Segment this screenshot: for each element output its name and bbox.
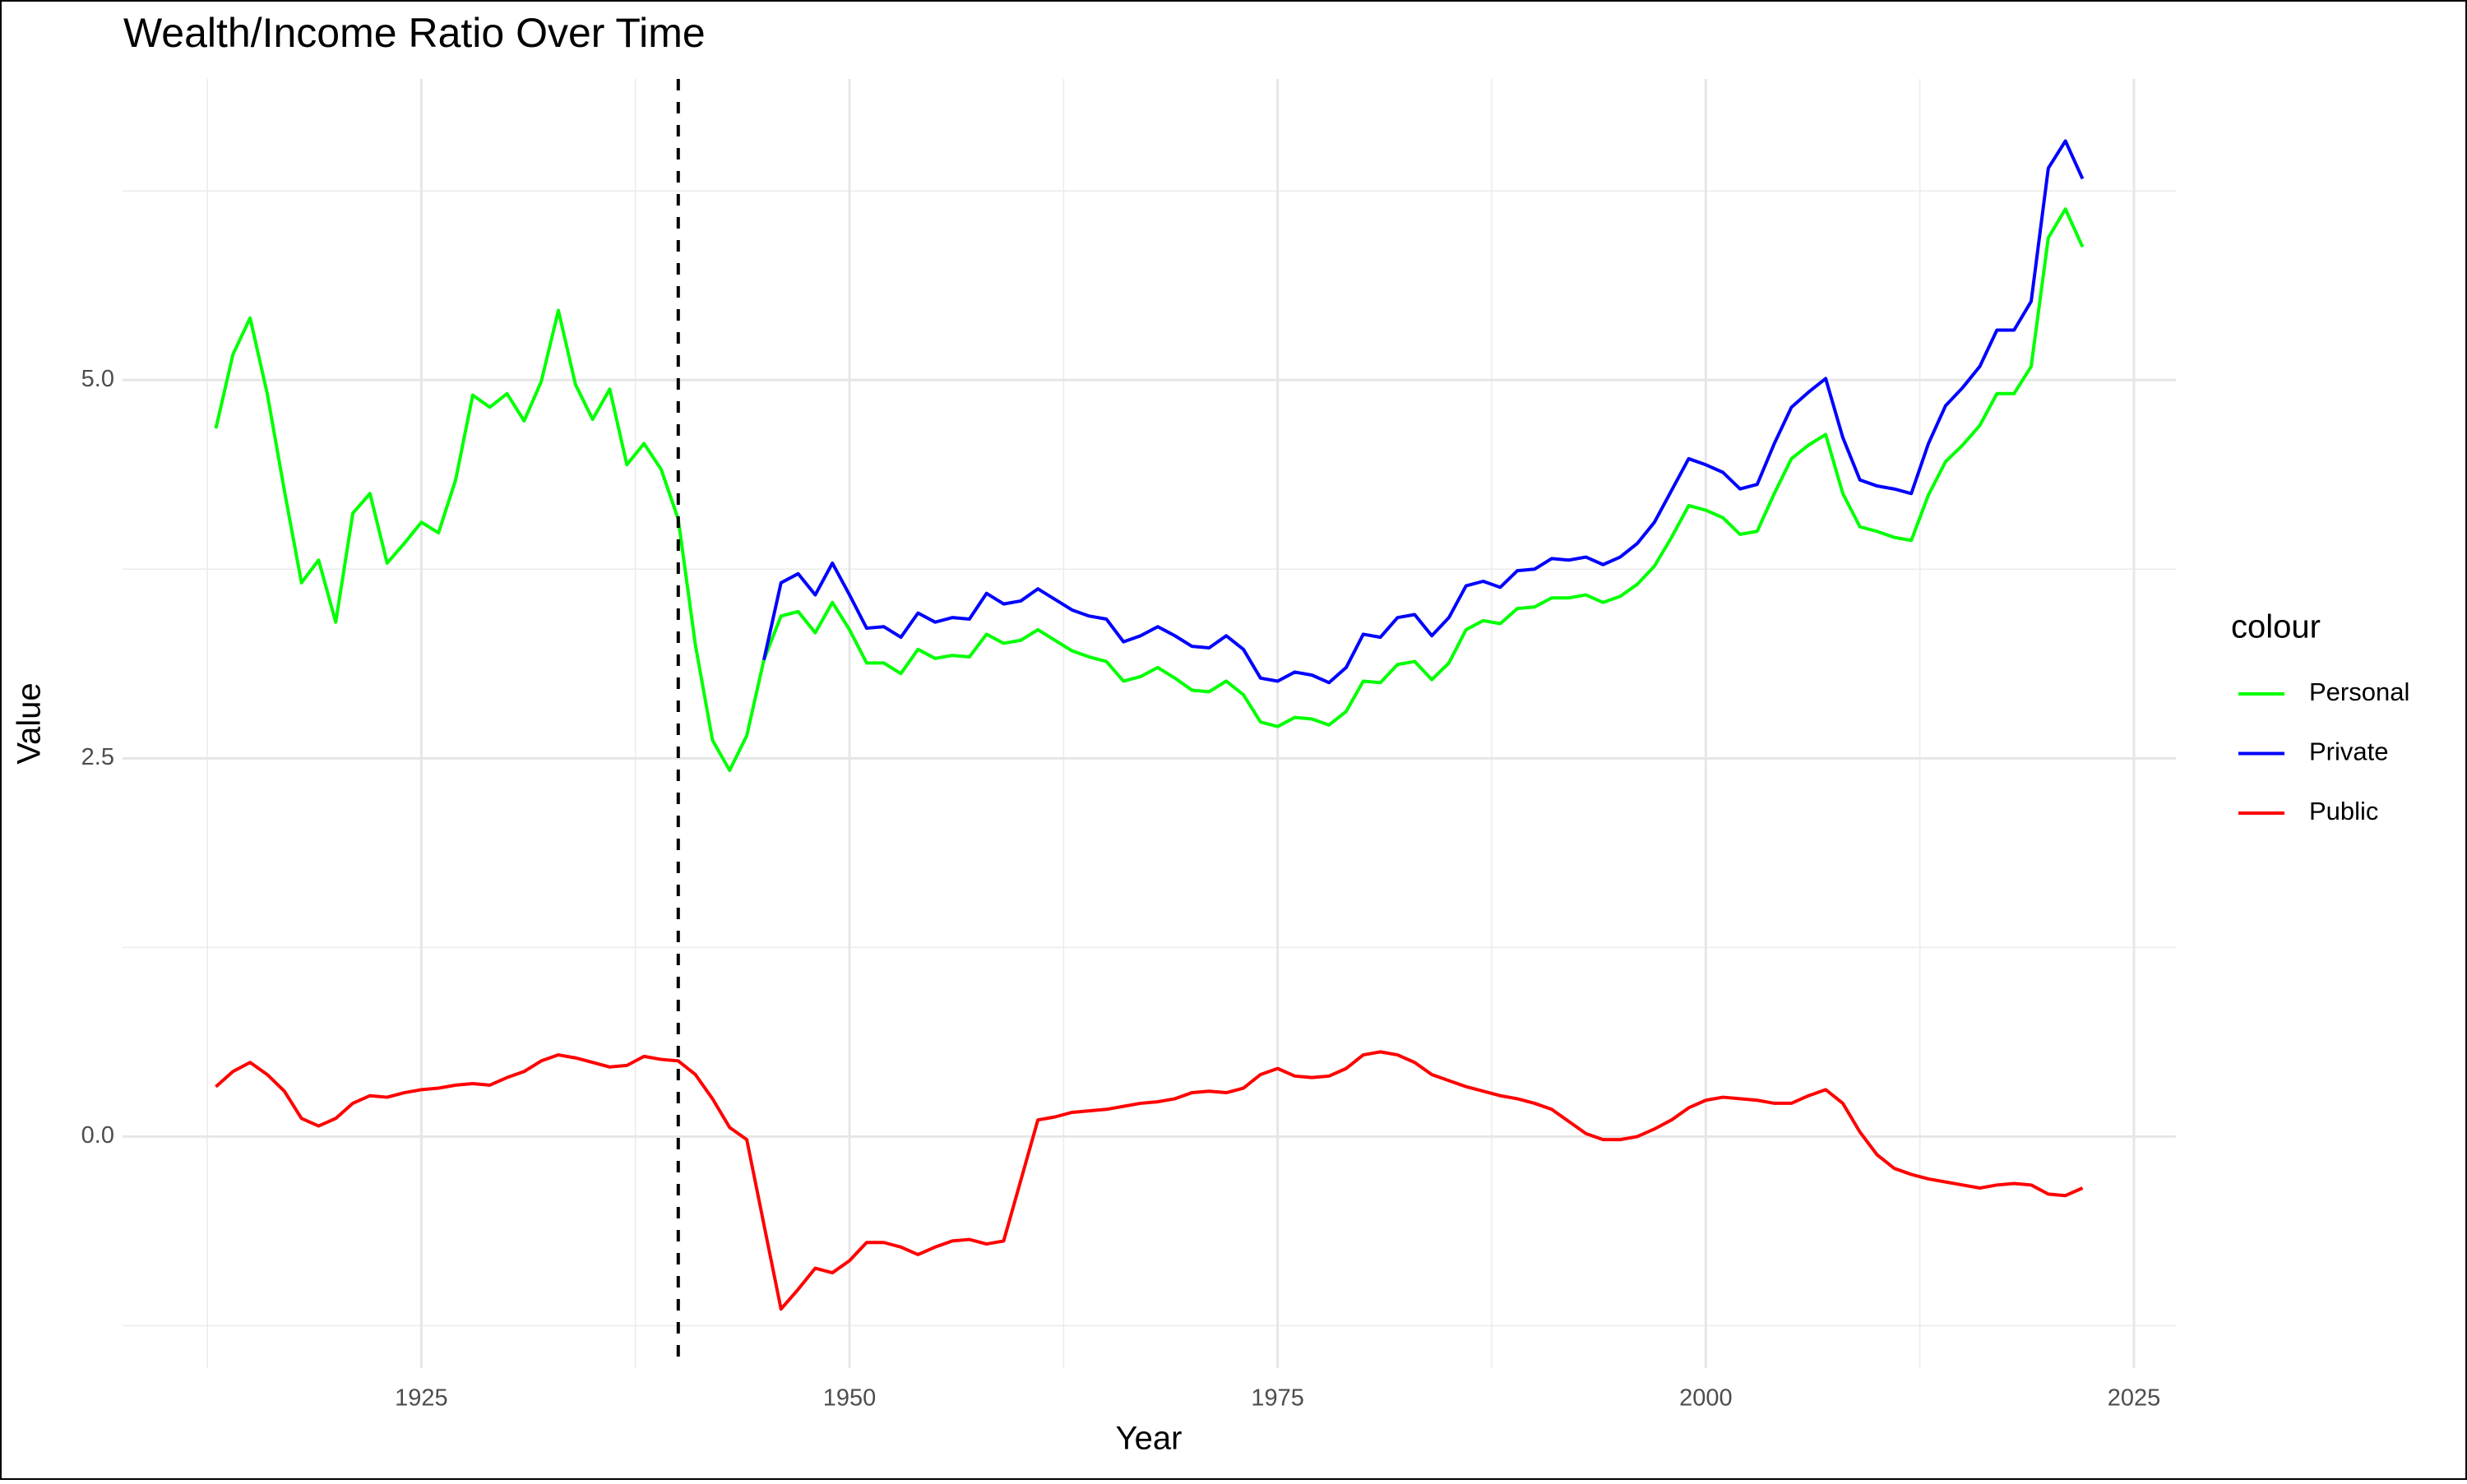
legend-label: Personal [2309, 677, 2409, 706]
y-axis-title: Value [12, 682, 48, 764]
series-line [215, 1050, 2084, 1311]
x-tick-label: 1925 [395, 1385, 448, 1412]
y-tick-label: 2.5 [81, 744, 114, 770]
y-tick-label: 5.0 [81, 366, 114, 392]
legend-title: colour [2231, 609, 2321, 645]
series-line [761, 139, 2085, 685]
y-tick-label: 0.0 [81, 1122, 114, 1149]
grid: 0.0 2.5 5.0 1925 1950 1975 2000 2025 [81, 79, 2176, 1412]
x-tick-label: 2025 [2108, 1385, 2161, 1412]
x-tick-label: 1950 [823, 1385, 877, 1412]
x-tick-label: 1975 [1251, 1385, 1304, 1412]
series-line [214, 207, 2085, 773]
chart-title: Wealth/Income Ratio Over Time [123, 10, 706, 56]
legend: Personal Private Public [2238, 677, 2409, 825]
lines [214, 79, 2085, 1368]
x-axis-title: Year [1116, 1421, 1183, 1457]
legend-label: Public [2309, 797, 2378, 825]
legend-label: Private [2309, 737, 2388, 766]
x-tick-label: 2000 [1679, 1385, 1733, 1412]
